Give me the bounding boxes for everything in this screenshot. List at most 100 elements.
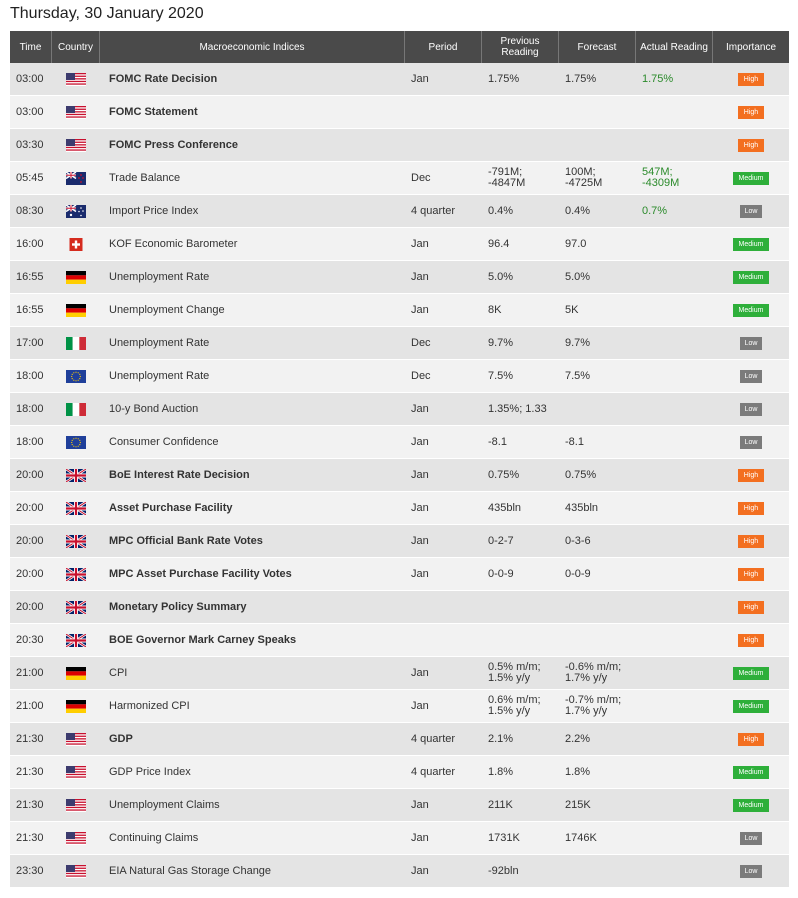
- table-row[interactable]: 21:00 Harmonized CPI Jan 0.6% m/m; 1.5% y/y -…: [10, 690, 789, 723]
- it-flag-icon: [66, 403, 86, 416]
- event-name[interactable]: Unemployment Change: [109, 304, 225, 316]
- event-name[interactable]: Import Price Index: [109, 205, 199, 217]
- event-name[interactable]: Unemployment Rate: [109, 337, 210, 349]
- importance-cell: High: [713, 600, 789, 614]
- forecast-value: 1.8%: [565, 765, 591, 778]
- event-name[interactable]: Unemployment Rate: [109, 370, 210, 382]
- table-row[interactable]: 03:00 FOMC Statement High: [10, 96, 789, 129]
- importance-badge: Medium: [733, 699, 769, 713]
- event-time: 21:30: [16, 832, 44, 844]
- event-name[interactable]: GDP: [109, 733, 133, 745]
- event-name[interactable]: Monetary Policy Summary: [109, 601, 247, 613]
- table-row[interactable]: 05:45 Trade Balance Dec -791M; -4847M 100M; -4…: [10, 162, 789, 195]
- event-name[interactable]: FOMC Press Conference: [109, 139, 238, 151]
- event-time: 21:30: [16, 766, 44, 778]
- table-row[interactable]: 17:00 Unemployment Rate Dec 9.7% 9.7% Low: [10, 327, 789, 360]
- table-row[interactable]: 20:00 MPC Official Bank Rate Votes Jan 0-2-…: [10, 525, 789, 558]
- previous-reading: 9.7%: [488, 336, 514, 349]
- uk-flag-icon: [66, 601, 86, 614]
- previous-reading: 8K: [488, 303, 502, 316]
- event-country: [52, 667, 100, 680]
- table-row[interactable]: 20:30 BOE Governor Mark Carney Speaks High: [10, 624, 789, 657]
- importance-badge: High: [738, 534, 764, 548]
- previous-reading: 2.1%: [488, 732, 514, 745]
- importance-cell: Low: [713, 204, 789, 218]
- event-name[interactable]: BOE Governor Mark Carney Speaks: [109, 634, 297, 646]
- forecast-value: 435bln: [565, 501, 599, 514]
- event-time: 16:55: [16, 271, 44, 283]
- importance-cell: Low: [713, 864, 789, 878]
- event-period: Jan: [411, 469, 429, 481]
- table-row[interactable]: 08:30 Import Price Index 4 quarter 0.4% 0.4%…: [10, 195, 789, 228]
- event-country: [52, 238, 100, 251]
- table-row[interactable]: 21:30 Unemployment Claims Jan 211K 215K Mediu…: [10, 789, 789, 822]
- event-name[interactable]: CPI: [109, 667, 128, 679]
- event-period: 4 quarter: [411, 205, 456, 217]
- table-row[interactable]: 03:30 FOMC Press Conference High: [10, 129, 789, 162]
- event-name[interactable]: Consumer Confidence: [109, 436, 219, 448]
- table-row[interactable]: 20:00 MPC Asset Purchase Facility Votes Ja…: [10, 558, 789, 591]
- table-row[interactable]: 03:00 FOMC Rate Decision Jan 1.75% 1.75% 1.75…: [10, 63, 789, 96]
- event-name[interactable]: KOF Economic Barometer: [109, 238, 238, 250]
- importance-badge: High: [738, 105, 764, 119]
- de-flag-icon: [66, 667, 86, 680]
- table-row[interactable]: 16:55 Unemployment Change Jan 8K 5K Medium: [10, 294, 789, 327]
- forecast-value: 97.0: [565, 237, 587, 250]
- event-name[interactable]: MPC Official Bank Rate Votes: [109, 535, 263, 547]
- previous-reading: 0-2-7: [488, 534, 514, 547]
- table-row[interactable]: 21:30 Continuing Claims Jan 1731K 1746K Low: [10, 822, 789, 855]
- us-flag-icon: [66, 733, 86, 746]
- table-body: 03:00 FOMC Rate Decision Jan 1.75% 1.75% 1.75…: [10, 63, 789, 888]
- previous-reading: 0-0-9: [488, 567, 514, 580]
- event-name[interactable]: BoE Interest Rate Decision: [109, 469, 250, 481]
- importance-badge: Low: [740, 435, 762, 449]
- table-row[interactable]: 16:55 Unemployment Rate Jan 5.0% 5.0% Medium: [10, 261, 789, 294]
- event-name[interactable]: Asset Purchase Facility: [109, 502, 233, 514]
- table-row[interactable]: 21:00 CPI Jan 0.5% m/m; 1.5% y/y -0.6% m/m; 1.…: [10, 657, 789, 690]
- us-flag-icon: [66, 766, 86, 779]
- table-row[interactable]: 18:00 Unemployment Rate Dec 7.5% 7.5% Low: [10, 360, 789, 393]
- event-time: 21:30: [16, 799, 44, 811]
- table-row[interactable]: 23:30 EIA Natural Gas Storage Change Jan -9…: [10, 855, 789, 888]
- event-country: [52, 304, 100, 317]
- event-country: [52, 271, 100, 284]
- table-row[interactable]: 20:00 Monetary Policy Summary High: [10, 591, 789, 624]
- event-name[interactable]: FOMC Statement: [109, 106, 198, 118]
- table-row[interactable]: 18:00 10-y Bond Auction Jan 1.35%; 1.33 Low: [10, 393, 789, 426]
- event-time: 18:00: [16, 370, 44, 382]
- previous-reading: 1.35%; 1.33: [488, 402, 547, 415]
- previous-reading: 0.5% m/m; 1.5% y/y: [488, 661, 541, 684]
- event-name[interactable]: EIA Natural Gas Storage Change: [109, 865, 272, 877]
- previous-reading: 211K: [488, 798, 513, 811]
- importance-badge: High: [738, 138, 764, 152]
- previous-reading: 1.75%: [488, 72, 520, 85]
- forecast-value: 215K: [565, 798, 591, 811]
- economic-calendar-table: Time Country Macroeconomic Indices Perio…: [10, 31, 789, 888]
- event-name[interactable]: FOMC Rate Decision: [109, 73, 218, 85]
- table-row[interactable]: 21:30 GDP Price Index 4 quarter 1.8% 1.8% Med…: [10, 756, 789, 789]
- event-name[interactable]: Trade Balance: [109, 172, 181, 184]
- event-name[interactable]: Unemployment Rate: [109, 271, 210, 283]
- event-name[interactable]: Harmonized CPI: [109, 700, 190, 712]
- table-row[interactable]: 20:00 Asset Purchase Facility Jan 435bln 435…: [10, 492, 789, 525]
- event-period: Jan: [411, 700, 429, 712]
- actual-reading: 547M; -4309M: [642, 166, 680, 189]
- importance-cell: Medium: [713, 270, 789, 284]
- event-name[interactable]: GDP Price Index: [109, 766, 191, 778]
- table-row[interactable]: 16:00 KOF Economic Barometer Jan 96.4 97.0 Me…: [10, 228, 789, 261]
- table-row[interactable]: 18:00 Consumer Confidence Jan -8.1 -8.1 Low: [10, 426, 789, 459]
- event-name[interactable]: 10-y Bond Auction: [109, 403, 199, 415]
- table-row[interactable]: 20:00 BoE Interest Rate Decision Jan 0.75% 0…: [10, 459, 789, 492]
- event-name[interactable]: MPC Asset Purchase Facility Votes: [109, 568, 292, 580]
- event-name[interactable]: Continuing Claims: [109, 832, 199, 844]
- event-period: Dec: [411, 370, 431, 382]
- previous-reading: -791M; -4847M: [488, 166, 526, 189]
- table-row[interactable]: 21:30 GDP 4 quarter 2.1% 2.2% High: [10, 723, 789, 756]
- event-name[interactable]: Unemployment Claims: [109, 799, 220, 811]
- event-time: 16:00: [16, 238, 44, 250]
- event-period: Jan: [411, 832, 429, 844]
- event-country: [52, 403, 100, 416]
- importance-badge: High: [738, 600, 764, 614]
- forecast-value: 9.7%: [565, 336, 591, 349]
- event-period: Jan: [411, 799, 429, 811]
